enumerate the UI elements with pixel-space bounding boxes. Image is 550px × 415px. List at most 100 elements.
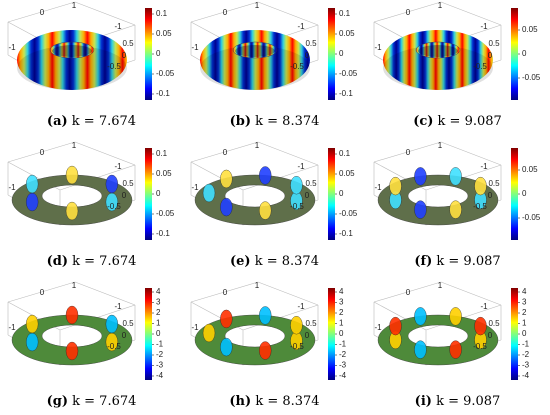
subfigure: -1 0 1 -1 0.5 0 -0.5 4 3 2 1 0 -1 -2 -3 -4 (i) k = 9.087 bbox=[366, 280, 549, 415]
axis-box-line bbox=[7, 1, 76, 23]
lobe bbox=[449, 340, 462, 359]
axis-tick-label: 1 bbox=[72, 1, 77, 10]
axis-tick-label: -1 bbox=[191, 183, 199, 192]
colorbar-tick-label: 2 bbox=[156, 308, 161, 317]
colorbar-tick-label: -0.05 bbox=[156, 69, 175, 78]
axis-tick-label: 0 bbox=[305, 191, 310, 200]
axis-tick-label: -1 bbox=[114, 22, 122, 31]
axis-tick-label: -1 bbox=[480, 302, 488, 311]
colorbar-tick-label: 0 bbox=[522, 49, 527, 58]
axis-tick-label: 0 bbox=[488, 51, 493, 60]
colorbar-tick-label: 0 bbox=[339, 49, 344, 58]
axis-tick-label: -0.5 bbox=[473, 202, 487, 211]
axis-box-line bbox=[440, 1, 502, 26]
lobe bbox=[414, 307, 427, 326]
colorbar-tick-label: 2 bbox=[339, 308, 344, 317]
axis-tick-label: 0 bbox=[40, 8, 45, 17]
colorbar-tick-label: -0.05 bbox=[522, 73, 541, 82]
axis-tick-label: -1 bbox=[374, 43, 382, 52]
axis-tick-label: -1 bbox=[8, 323, 16, 332]
lobe bbox=[414, 167, 427, 186]
caption-label: (c) bbox=[413, 114, 434, 129]
torus-hole bbox=[415, 41, 461, 59]
colorbar-tick-label: 0.1 bbox=[156, 9, 168, 18]
axis-tick-label: 0 bbox=[223, 148, 228, 157]
axis-tick-label: 0 bbox=[305, 331, 310, 340]
axis-tick-label: 1 bbox=[255, 141, 260, 150]
plot: -101-10.50-0.50.10.050-0.05-0.1 bbox=[190, 141, 358, 240]
colorbar bbox=[511, 148, 518, 240]
colorbar-tick-label: 2 bbox=[522, 308, 527, 317]
caption: (g) k = 7.674 bbox=[0, 394, 183, 409]
caption-text: k = 9.087 bbox=[436, 394, 501, 409]
ring-surface bbox=[11, 174, 133, 226]
colorbar-tick-label: 0.1 bbox=[339, 9, 351, 18]
caption-text: k = 8.374 bbox=[255, 114, 320, 129]
torus-shade bbox=[383, 46, 493, 90]
axis-tick-label: -1 bbox=[374, 323, 382, 332]
colorbar-tick-label: 0 bbox=[156, 189, 161, 198]
colorbar-tick-label: 1 bbox=[339, 319, 344, 328]
colorbar-tick-label: 4 bbox=[522, 287, 527, 296]
colorbar-tick-label: -0.05 bbox=[522, 213, 541, 222]
caption-label: (f) bbox=[414, 254, 433, 269]
colorbar bbox=[511, 288, 518, 380]
colorbar-tick-label: -3 bbox=[522, 361, 530, 370]
caption-label: (e) bbox=[230, 254, 251, 269]
axis-box-line bbox=[74, 1, 136, 26]
torus-shade bbox=[200, 46, 310, 90]
colorbar-tick-label: -0.1 bbox=[156, 89, 170, 98]
caption: (c) k = 9.087 bbox=[366, 114, 549, 129]
axis-box-line bbox=[373, 281, 442, 303]
axis-tick-label: -1 bbox=[191, 43, 199, 52]
caption-text: k = 7.674 bbox=[71, 114, 137, 129]
colorbar-tick-label: -2 bbox=[522, 350, 530, 359]
colorbar-tick-label: -4 bbox=[339, 371, 347, 380]
axis-tick-label: 0.5 bbox=[122, 179, 134, 188]
axis-tick-label: 0 bbox=[406, 288, 411, 297]
caption-label: (d) bbox=[46, 254, 68, 269]
lobe bbox=[220, 337, 233, 357]
lobe bbox=[105, 174, 119, 194]
colorbar-tick-label: -0.1 bbox=[339, 229, 353, 238]
axis-tick-label: -1 bbox=[374, 183, 382, 192]
torus-hole bbox=[232, 41, 278, 59]
caption-label: (b) bbox=[229, 114, 251, 129]
axis-box-line bbox=[440, 141, 502, 166]
axis-tick-label: -0.5 bbox=[107, 342, 121, 351]
colorbar bbox=[145, 148, 152, 240]
torus-body bbox=[17, 30, 127, 90]
axis-tick-label: -1 bbox=[114, 302, 122, 311]
caption: (f) k = 9.087 bbox=[366, 254, 549, 269]
lobe bbox=[290, 315, 303, 335]
colorbar-tick-label: 0.1 bbox=[339, 149, 351, 158]
lobe bbox=[449, 167, 462, 186]
lobe bbox=[65, 305, 79, 325]
caption-text: k = 7.674 bbox=[72, 254, 137, 269]
axis-tick-label: 0 bbox=[406, 148, 411, 157]
lobe bbox=[474, 176, 487, 196]
axis-tick-label: -1 bbox=[297, 302, 305, 311]
colorbar-tick-label: 0.05 bbox=[156, 29, 172, 38]
axis-tick-label: -1 bbox=[114, 162, 122, 171]
colorbar-tick-label: -1 bbox=[156, 340, 164, 349]
colorbar-tick-label: 1 bbox=[156, 319, 161, 328]
axis-tick-label: 0.5 bbox=[122, 319, 134, 328]
axis-tick-label: 0.5 bbox=[305, 319, 317, 328]
lobe bbox=[65, 341, 79, 361]
axis-box-line bbox=[257, 141, 319, 166]
axis-box-line bbox=[190, 281, 259, 303]
colorbar-tick-label: 0.05 bbox=[339, 169, 355, 178]
axis-tick-label: -0.5 bbox=[290, 62, 304, 71]
colorbar bbox=[328, 288, 335, 380]
caption-text: k = 9.087 bbox=[436, 254, 501, 269]
colorbar-tick-label: -3 bbox=[156, 361, 164, 370]
axis-tick-label: 1 bbox=[72, 141, 77, 150]
caption-label: (h) bbox=[229, 394, 252, 409]
axis-tick-label: 1 bbox=[72, 281, 77, 290]
caption-text: k = 9.087 bbox=[437, 114, 502, 129]
